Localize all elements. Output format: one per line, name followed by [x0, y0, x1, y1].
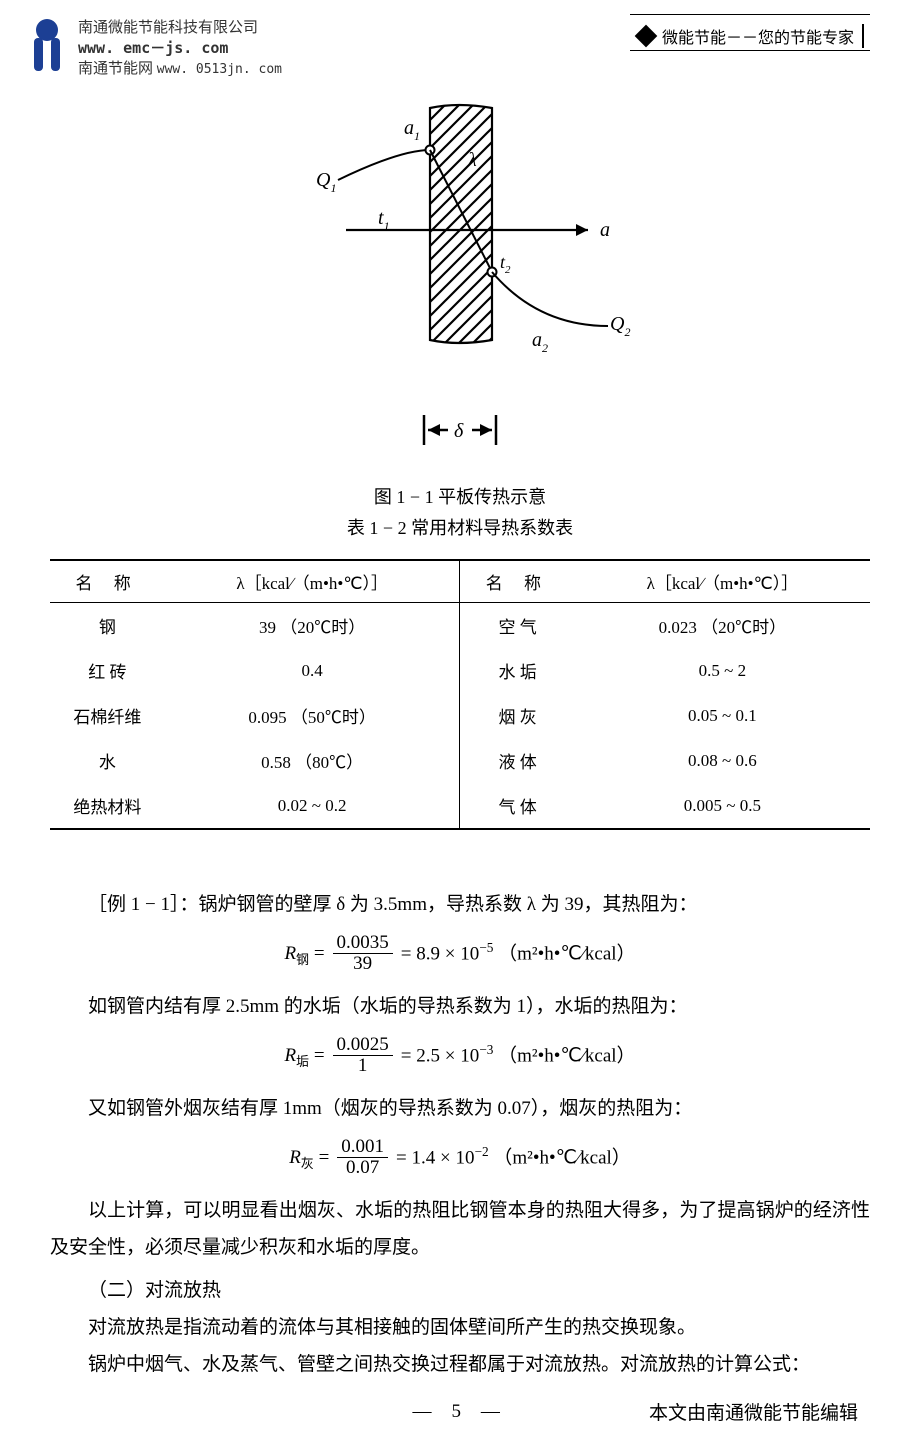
header-left: 南通微能节能科技有限公司 www. emc－js. com 南通节能网 www.…: [22, 18, 282, 79]
company-url-2: www. 0513jn. com: [157, 62, 282, 77]
section-2-p2: 锅炉中烟气、水及蒸气、管壁之间热交换过程都属于对流放热。对流放热的计算公式：: [50, 1346, 870, 1383]
table-row: 红 砖 0.4 水 垢 0.5 ~ 2: [50, 648, 870, 693]
company-line3-prefix: 南通节能网: [78, 61, 157, 77]
example-conclusion: 以上计算，可以明显看出烟灰、水垢的热阻比钢管本身的热阻大得多，为了提高锅炉的经济…: [50, 1192, 870, 1266]
example-para2: 如钢管内结有厚 2.5mm 的水垢（水垢的导热系数为 1），水垢的热阻为：: [50, 988, 870, 1025]
thermal-conductivity-table: 名 称 λ［kcal∕（m•h•℃）］ 名 称 λ［kcal∕（m•h•℃）］ …: [50, 559, 870, 830]
figure-caption: 图 1 − 1 平板传热示意: [50, 482, 870, 513]
diamond-icon: [635, 25, 658, 48]
th-lambda-r: λ［kcal∕（m•h•℃）］: [575, 560, 870, 603]
table-row: 石棉纤维 0.095 （50℃时） 烟 灰 0.05 ~ 0.1: [50, 693, 870, 738]
table-row: 水 0.58 （80℃） 液 体 0.08 ~ 0.6: [50, 738, 870, 783]
delta-indicator: δ: [50, 411, 870, 456]
figure-1-1: a t1 Q1 a1 λ t2 a2 Q2: [50, 90, 870, 405]
page-number: — 5 —: [413, 1401, 508, 1423]
header-rule-top: [630, 14, 870, 15]
table-caption: 表 1 − 2 常用材料导热系数表: [50, 513, 870, 544]
label-lambda: λ: [467, 149, 477, 171]
th-lambda-l: λ［kcal∕（m•h•℃）］: [165, 560, 460, 603]
label-Q1: Q1: [316, 169, 336, 195]
equation-steel: R钢 = 0.003539 = 8.9 × 10−5 （m²•h•℃∕kcal）: [50, 933, 870, 974]
company-url-1: www. emc－js. com: [78, 39, 228, 57]
th-name-l: 名 称: [50, 560, 165, 603]
svg-text:δ: δ: [454, 420, 464, 442]
captions: 图 1 − 1 平板传热示意 表 1 − 2 常用材料导热系数表: [50, 482, 870, 543]
table-row: 绝热材料 0.02 ~ 0.2 气 体 0.005 ~ 0.5: [50, 783, 870, 829]
company-logo-icon: [22, 18, 72, 74]
equation-ash: R灰 = 0.0010.07 = 1.4 × 10−2 （m²•h•℃∕kcal…: [50, 1137, 870, 1178]
example-intro: ［例 1 − 1］：锅炉钢管的壁厚 δ 为 3.5mm，导热系数 λ 为 39，…: [50, 886, 870, 923]
example-para3: 又如钢管外烟灰结有厚 1mm（烟灰的导热系数为 0.07），烟灰的热阻为：: [50, 1090, 870, 1127]
company-name: 南通微能节能科技有限公司: [78, 18, 282, 38]
header-bar-icon: [862, 24, 864, 48]
label-a1: a1: [404, 117, 420, 143]
section-2-heading: （二）对流放热: [50, 1272, 870, 1309]
label-Q2: Q2: [610, 313, 630, 339]
label-a2: a2: [532, 329, 548, 355]
label-t2: t2: [500, 252, 511, 276]
section-2-p1: 对流放热是指流动着的流体与其相接触的固体壁间所产生的热交换现象。: [50, 1309, 870, 1346]
header-slogan: 微能节能－－您的节能专家: [662, 24, 854, 48]
header-right: 微能节能－－您的节能专家: [638, 24, 864, 48]
table-row: 钢 39 （20℃时） 空 气 0.023 （20℃时）: [50, 603, 870, 649]
label-a: a: [600, 219, 610, 241]
equation-scale: R垢 = 0.00251 = 2.5 × 10−3 （m²•h•℃∕kcal）: [50, 1035, 870, 1076]
footer-credit: 本文由南通微能节能编辑: [649, 1398, 858, 1425]
header-rule-bottom: [630, 50, 870, 51]
th-name-r: 名 称: [460, 560, 575, 603]
